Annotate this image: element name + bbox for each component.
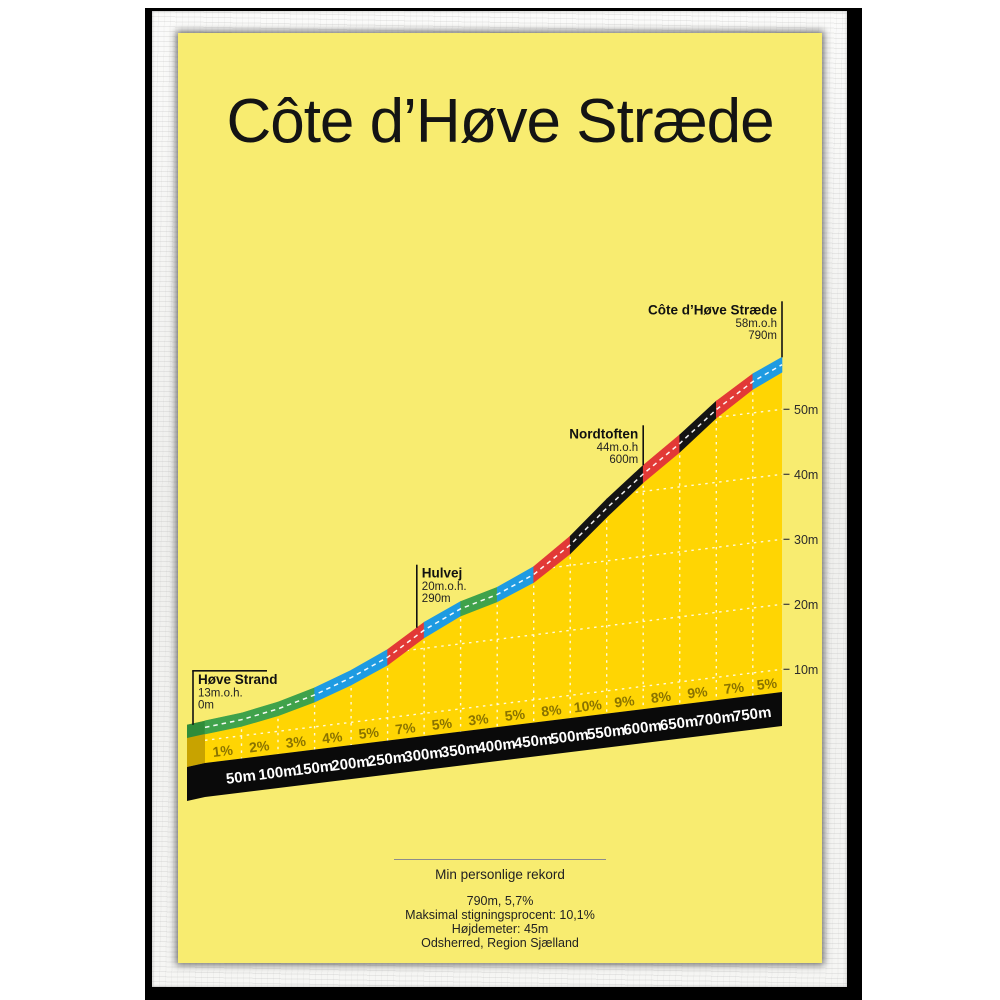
landmark-distance: 600m [609, 454, 638, 466]
record-location: Odsherred, Region Sjælland [421, 936, 579, 950]
svg-text:8%: 8% [540, 701, 563, 719]
base-band-side-face [187, 763, 205, 801]
svg-text:5%: 5% [756, 675, 779, 693]
svg-text:9%: 9% [686, 683, 709, 701]
svg-text:200m: 200m [330, 753, 370, 775]
landmark-name: Côte d’Høve Stræde [648, 302, 778, 317]
poster: Côte d’Høve Stræde 50m 100m 150m 200m 250m 30… [178, 33, 822, 963]
landmark-distance: 290m [422, 593, 451, 605]
landmark-name: Nordtoften [569, 426, 638, 441]
personal-record-stats: 790m, 5,7% Maksimal stigningsprocent: 10… [178, 894, 822, 950]
landmark-distance: 790m [748, 330, 777, 342]
svg-text:3%: 3% [467, 710, 490, 728]
distance-labels: 50m 100m150m200m250m300m350m400m450m500m5… [225, 704, 772, 788]
record-max-gradient: Maksimal stigningsprocent: 10,1% [405, 908, 595, 922]
elevation-axis: 10m 20m 30m 40m 50m [783, 403, 818, 677]
picture-frame: Côte d’Høve Stræde 50m 100m 150m 200m 250m 30… [152, 11, 847, 987]
svg-text:350m: 350m [440, 740, 480, 762]
profile-fill [205, 357, 782, 763]
svg-text:700m: 700m [696, 708, 736, 730]
svg-text:4%: 4% [321, 728, 344, 746]
svg-text:150m: 150m [294, 758, 334, 780]
svg-text:450m: 450m [513, 731, 553, 753]
elevation-tick-label: 40m [794, 468, 818, 482]
svg-text:2%: 2% [248, 737, 271, 755]
svg-text:550m: 550m [586, 722, 626, 744]
svg-text:9%: 9% [613, 692, 636, 710]
elevation-tick-label: 50m [794, 403, 818, 417]
elevation-tick-label: 10m [794, 663, 818, 677]
landmark-elevation: 13m.o.h. [198, 687, 243, 699]
svg-text:300m: 300m [403, 744, 443, 766]
svg-text:7%: 7% [723, 679, 746, 697]
svg-text:600m: 600m [623, 717, 663, 739]
divider-line [394, 859, 606, 860]
poster-title: Côte d’Høve Stræde [226, 87, 774, 156]
svg-text:7%: 7% [394, 719, 417, 737]
personal-record-heading: Min personlige rekord [435, 867, 565, 882]
band-side-face [187, 720, 205, 738]
climb-profile-chart: 50m 100m150m200m250m300m350m400m450m500m5… [187, 301, 818, 801]
svg-text:500m: 500m [550, 726, 590, 748]
elevation-tick-label: 30m [794, 533, 818, 547]
svg-text:5%: 5% [504, 706, 527, 724]
landmark-name: Høve Strand [198, 672, 278, 687]
svg-text:100m: 100m [257, 762, 297, 784]
landmark-name: Hulvej [422, 566, 463, 581]
landmark-distance: 0m [198, 699, 214, 711]
gradient-labels: 1% 2% 3% 4% 5% 7% 5% 3% 5% 8% 10% 9% 8% 9% 7% 5% [212, 675, 779, 760]
elevation-tick-label: 20m [794, 598, 818, 612]
distance-band [205, 692, 782, 797]
landmark-elevation: 44m.o.h [597, 442, 639, 454]
landmark-elevation: 20m.o.h. [422, 581, 467, 593]
svg-text:5%: 5% [358, 724, 381, 742]
svg-text:8%: 8% [650, 688, 673, 706]
band-center-dashes [204, 364, 783, 729]
svg-text:750m: 750m [732, 704, 772, 726]
svg-text:250m: 250m [367, 749, 407, 771]
svg-text:10%: 10% [573, 696, 603, 715]
record-distance-gradient: 790m, 5,7% [466, 894, 534, 908]
personal-record-block: Min personlige rekord 790m, 5,7% Maksima… [178, 859, 822, 950]
svg-text:400m: 400m [477, 735, 517, 757]
svg-text:3%: 3% [285, 733, 308, 751]
svg-text:50m: 50m [225, 767, 257, 788]
record-elevation-gain: Højdemeter: 45m [451, 922, 549, 936]
svg-text:650m: 650m [659, 713, 699, 735]
landmark-elevation: 58m.o.h [735, 318, 777, 330]
svg-text:1%: 1% [212, 742, 235, 760]
svg-text:5%: 5% [431, 715, 454, 733]
